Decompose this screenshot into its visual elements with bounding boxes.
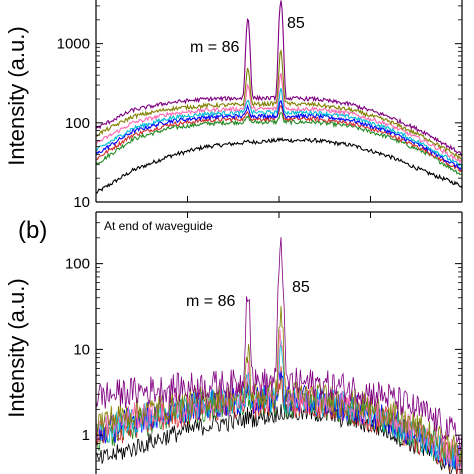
series-line xyxy=(96,305,462,465)
series-group xyxy=(96,237,462,474)
y-tick-label: 1000 xyxy=(57,36,90,53)
series-line xyxy=(96,329,462,474)
y-tick-label: 100 xyxy=(65,115,90,132)
series-line xyxy=(96,99,462,171)
panel-b: 1 10 100 Intensity (a.u.) m = 86 85 (b) At end … xyxy=(4,211,463,474)
y-tick-label: 10 xyxy=(73,194,90,211)
peak-label-m86: m = 86 xyxy=(190,39,239,56)
series-line xyxy=(96,73,462,164)
panel-a: 10 100 1000 Intensity (a.u.) m = 86 85 xyxy=(4,0,463,211)
y-tick-label: 10 xyxy=(73,341,90,358)
series-line xyxy=(96,48,462,160)
y-axis-label: Intensity (a.u.) xyxy=(4,26,29,165)
panel-label: (b) xyxy=(18,217,47,244)
series-line xyxy=(96,137,462,194)
y-tick-label: 1 xyxy=(82,427,90,444)
y-tick-label: 100 xyxy=(65,256,90,273)
series-line xyxy=(96,0,462,157)
peak-label-85: 85 xyxy=(292,279,310,296)
series-line xyxy=(96,104,462,173)
series-line xyxy=(96,237,462,452)
series-line xyxy=(96,88,462,169)
series-group xyxy=(96,0,462,194)
y-axis-label: Intensity (a.u.) xyxy=(4,278,29,417)
peak-label-m86: m = 86 xyxy=(186,293,235,310)
panel-annotation: At end of waveguide xyxy=(104,219,213,233)
peak-label-85: 85 xyxy=(287,15,305,32)
